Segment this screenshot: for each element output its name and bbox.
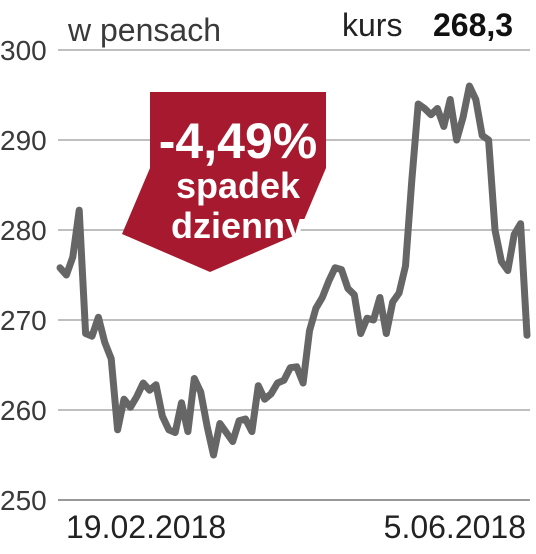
daily-change-badge: -4,49% spadek dzienny (122, 92, 326, 272)
unit-label: w pensach (67, 12, 221, 48)
series-line (56, 82, 531, 459)
y-tick-290: 290 (0, 125, 47, 156)
y-tick-250: 250 (0, 485, 47, 516)
date-label-end: 5.06.2018 (384, 509, 526, 545)
badge-line-1: spadek (176, 165, 301, 206)
date-label-start: 19.02.2018 (66, 509, 226, 545)
change-percent: -4,49% (159, 113, 317, 169)
kurs-value: 268,3 (433, 7, 513, 43)
y-tick-270: 270 (0, 305, 47, 336)
y-tick-labels: 250 260 270 280 290 300 (0, 35, 47, 516)
down-arrow-icon (122, 92, 326, 272)
y-tick-280: 280 (0, 215, 47, 246)
y-tick-260: 260 (0, 395, 47, 426)
y-tick-300: 300 (0, 35, 47, 66)
badge-line-2: dzienny (171, 205, 305, 246)
kurs-label: kurs (342, 7, 402, 43)
